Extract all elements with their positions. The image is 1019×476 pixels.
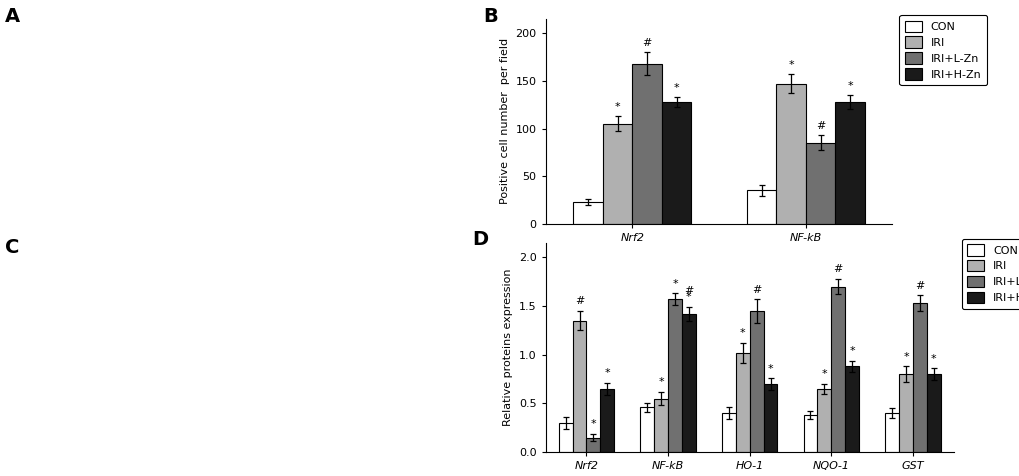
Bar [746, 190, 775, 224]
Bar [830, 287, 845, 452]
Text: *: * [674, 83, 679, 93]
Y-axis label: Positive cell number  per field: Positive cell number per field [499, 38, 510, 205]
Text: A: A [5, 7, 20, 26]
Bar [600, 389, 613, 452]
Bar [558, 423, 572, 452]
Bar [898, 374, 912, 452]
Text: *: * [902, 352, 908, 362]
Bar [667, 299, 682, 452]
Text: C: C [5, 238, 19, 257]
Text: *: * [614, 102, 620, 112]
Text: *: * [590, 419, 596, 429]
Bar [845, 367, 858, 452]
Text: *: * [672, 279, 678, 289]
Bar [640, 407, 653, 452]
Bar [682, 314, 695, 452]
Text: *: * [767, 364, 772, 374]
Legend: CON, IRI, IRI+L-Zn, IRI+H-Zn: CON, IRI, IRI+L-Zn, IRI+H-Zn [899, 15, 986, 85]
Text: #: # [815, 121, 824, 131]
Text: #: # [751, 285, 760, 295]
Bar [735, 353, 749, 452]
Bar [749, 311, 763, 452]
Text: B: B [483, 7, 497, 26]
Text: D: D [472, 230, 488, 249]
Bar [602, 124, 632, 224]
Bar [835, 102, 864, 224]
Text: *: * [686, 292, 691, 302]
Text: *: * [739, 328, 745, 338]
Text: *: * [820, 369, 826, 379]
Bar [805, 143, 835, 224]
Bar [803, 415, 816, 452]
Text: #: # [833, 264, 842, 274]
Y-axis label: Relative proteins expression: Relative proteins expression [502, 269, 513, 426]
Bar [572, 321, 586, 452]
Text: #: # [914, 281, 923, 291]
Bar [763, 384, 776, 452]
Bar [632, 64, 661, 224]
Text: *: * [849, 346, 854, 356]
Bar [926, 374, 940, 452]
Text: #: # [575, 297, 584, 307]
Legend: CON, IRI, IRI+L-Zn, IRI+H-Zn: CON, IRI, IRI+L-Zn, IRI+H-Zn [961, 238, 1019, 309]
Bar [721, 413, 735, 452]
Text: #: # [684, 286, 693, 296]
Bar [573, 202, 602, 224]
Text: *: * [788, 60, 793, 70]
Text: *: * [657, 377, 663, 387]
Bar [661, 102, 691, 224]
Bar [586, 437, 600, 452]
Bar [912, 303, 926, 452]
Bar [884, 413, 898, 452]
Bar [653, 398, 667, 452]
Bar [816, 389, 830, 452]
Text: *: * [930, 354, 935, 364]
Text: *: * [604, 368, 609, 378]
Bar [775, 84, 805, 224]
Text: *: * [847, 81, 852, 91]
Text: #: # [642, 38, 651, 48]
